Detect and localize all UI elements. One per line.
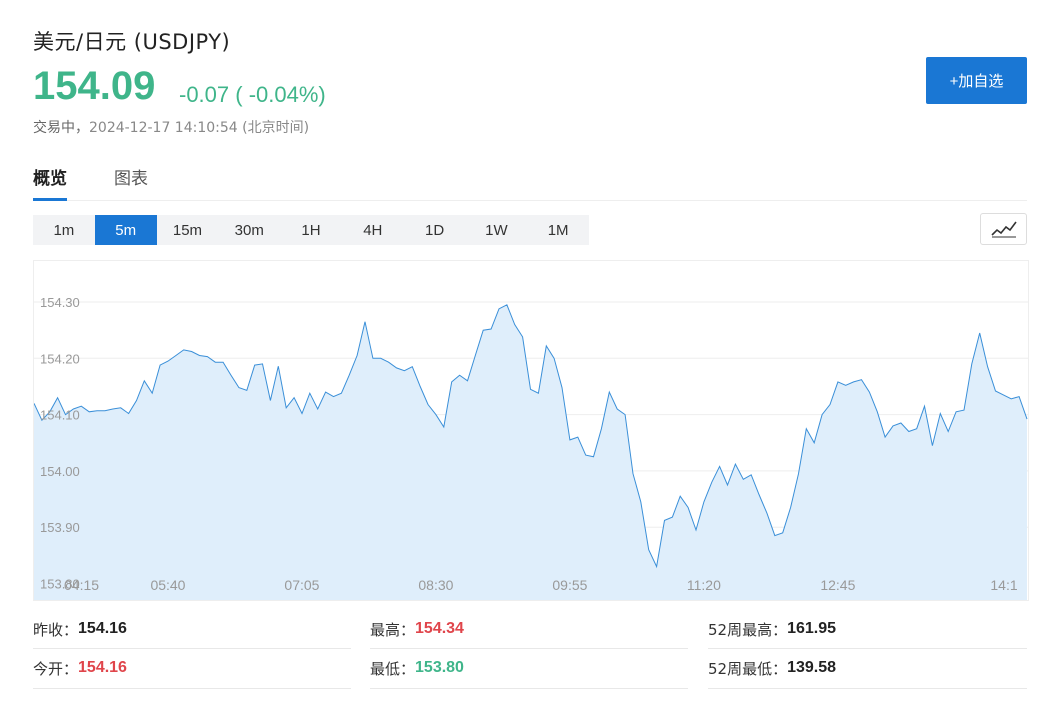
divider bbox=[33, 648, 351, 649]
stat-prev-close: 昨收： 154.16 bbox=[33, 609, 127, 649]
divider bbox=[33, 688, 351, 689]
interval-15m[interactable]: 15m bbox=[172, 221, 203, 239]
x-tick-label: 14:1 bbox=[990, 577, 1017, 593]
x-tick-label: 05:40 bbox=[150, 577, 185, 593]
y-tick-label: 153.90 bbox=[40, 520, 80, 535]
stat-label: 最高： bbox=[370, 620, 416, 639]
interval-1w[interactable]: 1W bbox=[485, 221, 508, 239]
divider bbox=[370, 648, 688, 649]
y-tick-label: 154.20 bbox=[40, 351, 80, 366]
interval-1m[interactable]: 1m bbox=[53, 221, 75, 239]
stat-label: 今开： bbox=[33, 659, 79, 678]
stat-value: 153.80 bbox=[415, 659, 464, 676]
y-tick-label: 153.80 bbox=[40, 577, 80, 592]
price-line bbox=[34, 304, 1028, 569]
tab-bar: 概览 图表 bbox=[33, 160, 1027, 201]
interval-1mo[interactable]: 1M bbox=[547, 221, 569, 239]
stat-value: 154.16 bbox=[78, 659, 127, 676]
price-change: -0.07 ( -0.04%) bbox=[179, 82, 326, 107]
price-chart-svg: 154.30 154.20 154.10 154.00 153.90 153.8004:1… bbox=[34, 295, 1028, 600]
y-tick-label: 154.10 bbox=[40, 408, 80, 423]
interval-1h[interactable]: 1H bbox=[301, 221, 321, 239]
stat-low: 最低： 153.80 bbox=[370, 648, 464, 688]
x-tick-label: 07:05 bbox=[284, 577, 319, 593]
x-tick-label: 11:20 bbox=[687, 577, 721, 593]
y-tick-label: 154.30 bbox=[40, 295, 80, 310]
divider bbox=[708, 648, 1027, 649]
stat-52w-high: 52周最高： 161.95 bbox=[708, 609, 836, 649]
tab-chart[interactable]: 图表 bbox=[114, 169, 148, 189]
interval-selector: 1m 5m 15m 30m 1H 4H 1D 1W 1M bbox=[33, 215, 589, 245]
instrument-title: 美元/日元 (USDJPY) bbox=[33, 30, 231, 54]
interval-5m[interactable]: 5m bbox=[94, 215, 157, 245]
y-tick-label: 154.00 bbox=[40, 464, 80, 479]
stat-value: 154.34 bbox=[415, 620, 464, 637]
price-chart[interactable]: 154.30 154.20 154.10 154.00 153.90 153.80 04:1… bbox=[33, 260, 1029, 601]
x-tick-label: 09:55 bbox=[552, 577, 587, 593]
x-tick-label: 12:45 bbox=[820, 577, 855, 593]
divider bbox=[370, 688, 688, 689]
chart-type-button[interactable] bbox=[980, 213, 1027, 245]
price-area bbox=[34, 304, 1027, 600]
stat-value: 161.95 bbox=[787, 620, 837, 637]
stat-value: 139.58 bbox=[787, 659, 837, 676]
interval-30m[interactable]: 30m bbox=[234, 221, 264, 239]
stat-52w-low: 52周最低： 139.58 bbox=[708, 648, 836, 688]
add-to-watchlist-button[interactable]: +加自选 bbox=[926, 57, 1027, 104]
last-price: 154.09 bbox=[33, 64, 156, 108]
stat-open: 今开： 154.16 bbox=[33, 648, 127, 688]
stat-value: 154.16 bbox=[78, 620, 127, 637]
interval-4h[interactable]: 4H bbox=[363, 221, 383, 239]
interval-1d[interactable]: 1D bbox=[424, 221, 445, 239]
line-chart-icon bbox=[990, 221, 1017, 238]
status-label: 交易中， bbox=[33, 120, 89, 136]
stat-label: 52周最低： bbox=[708, 659, 788, 678]
stat-high: 最高： 154.34 bbox=[370, 609, 464, 649]
stat-label: 52周最高： bbox=[708, 620, 788, 639]
stat-label: 昨收： bbox=[33, 620, 79, 639]
trading-status: 交易中，2024-12-17 14:10:54 (北京时间) bbox=[33, 117, 309, 137]
divider bbox=[708, 688, 1027, 689]
timestamp: 2024-12-17 14:10:54 (北京时间) bbox=[89, 120, 310, 136]
x-tick-label: 04:15 bbox=[64, 577, 99, 593]
tab-overview[interactable]: 概览 bbox=[33, 164, 67, 201]
stat-label: 最低： bbox=[370, 659, 416, 678]
x-tick-label: 08:30 bbox=[418, 577, 453, 593]
